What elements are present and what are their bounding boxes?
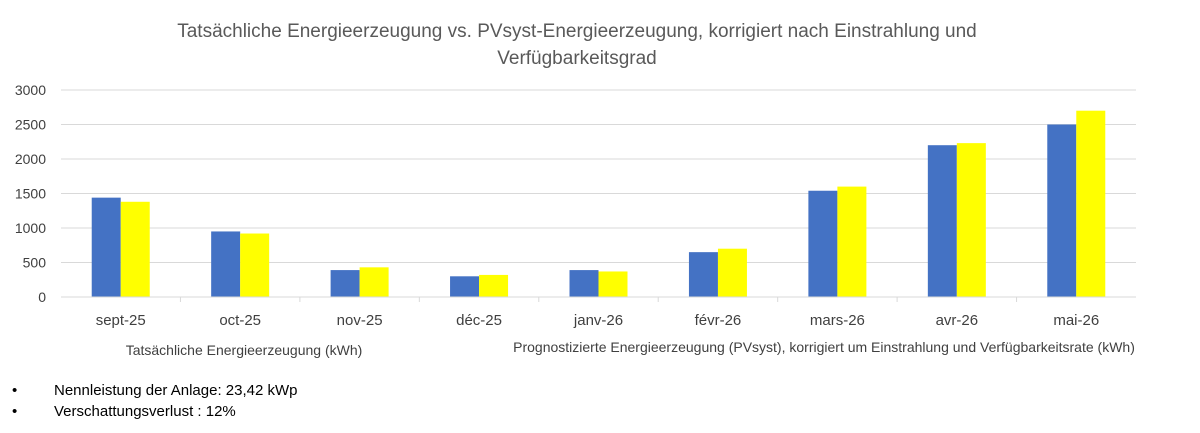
bar-forecast-févr-26 [717, 248, 747, 297]
bar-actual-janv-26 [569, 270, 599, 297]
bullet-icon: • [12, 403, 18, 420]
legend-series-1-label: Tatsächliche Energieerzeugung (kWh) [126, 342, 363, 358]
x-tick-label: déc-25 [456, 312, 502, 329]
bar-forecast-nov-25 [359, 267, 389, 297]
y-tick-label: 2000 [15, 151, 46, 167]
x-axis-ticks: sept-25 oct-25 nov-25 déc-25 janv-26 févr-26 m… [96, 297, 1099, 329]
bar-actual-févr-26 [688, 252, 718, 297]
x-tick-label: sept-25 [96, 312, 146, 329]
legend: Tatsächliche Energieerzeugung (kWh) Prog… [126, 339, 1135, 358]
x-tick-label: févr-26 [695, 312, 742, 329]
bar-actual-sept-25 [91, 197, 121, 297]
y-tick-label: 0 [38, 289, 46, 305]
energy-chart: Tatsächliche Energieerzeugung vs. PVsyst… [15, 21, 1136, 358]
bar-forecast-déc-25 [479, 274, 509, 297]
chart-title-line-2: Verfügbarkeitsgrad [497, 48, 657, 69]
bar-forecast-avr-26 [956, 143, 986, 297]
bar-actual-avr-26 [927, 145, 957, 297]
bar-actual-oct-25 [211, 231, 241, 297]
note-item: • Verschattungsverlust : 12% [12, 401, 298, 422]
legend-series-2-label: Prognostizierte Energieerzeugung (PVsyst… [513, 339, 1135, 355]
x-tick-label: oct-25 [219, 312, 261, 329]
notes-list: • Nennleistung der Anlage: 23,42 kWp • V… [12, 380, 298, 422]
bars [91, 110, 1106, 297]
bar-forecast-mai-26 [1076, 110, 1106, 297]
note-rated-power: Nennleistung der Anlage: 23,42 kWp [54, 382, 298, 399]
bar-actual-mars-26 [808, 190, 838, 297]
note-item: • Nennleistung der Anlage: 23,42 kWp [12, 380, 298, 401]
bar-forecast-oct-25 [240, 233, 270, 297]
chart-title-line-1: Tatsächliche Energieerzeugung vs. PVsyst… [177, 21, 977, 42]
bar-actual-nov-25 [330, 270, 360, 297]
y-tick-label: 1500 [15, 186, 46, 202]
note-shading-loss: Verschattungsverlust : 12% [54, 403, 236, 420]
y-tick-label: 500 [23, 255, 47, 271]
bar-forecast-janv-26 [598, 271, 628, 297]
bar-actual-déc-25 [450, 276, 480, 297]
y-tick-label: 3000 [15, 82, 46, 98]
x-tick-label: mars-26 [810, 312, 865, 329]
x-tick-label: nov-25 [337, 312, 383, 329]
y-tick-label: 1000 [15, 220, 46, 236]
x-tick-label: avr-26 [936, 312, 979, 329]
x-tick-label: janv-26 [573, 312, 623, 329]
y-tick-label: 2500 [15, 117, 46, 133]
bar-forecast-mars-26 [837, 186, 867, 297]
bar-forecast-sept-25 [120, 201, 150, 297]
x-tick-label: mai-26 [1053, 312, 1099, 329]
bullet-icon: • [12, 382, 18, 399]
y-axis-ticks: 0 500 1000 1500 2000 2500 3000 [15, 82, 46, 305]
bar-actual-mai-26 [1047, 124, 1077, 297]
